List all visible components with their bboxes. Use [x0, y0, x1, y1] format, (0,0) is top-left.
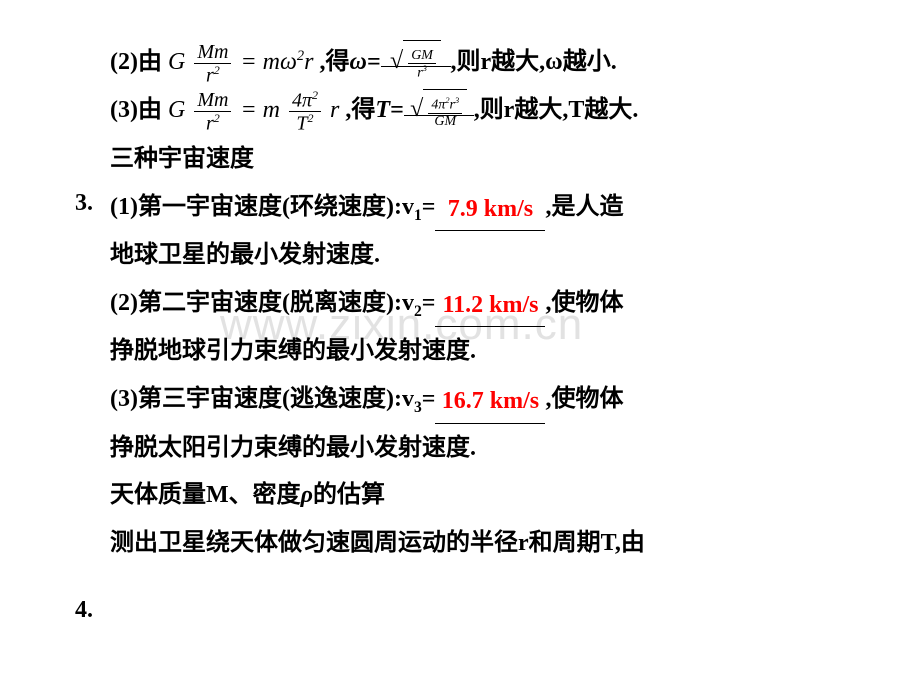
s3-i2-a: (2)第二宇宙速度(脱离速度):v [110, 290, 414, 316]
s3-i1-sub: 1 [414, 206, 422, 223]
l2-sqrt-bot-exp: 3 [423, 64, 427, 73]
l2-lhs-bot-exp: 2 [214, 63, 220, 77]
s3-item1-line2: 地球卫星的最小发射速度. [110, 233, 890, 279]
s3-i1-b: = [422, 194, 436, 220]
s3-item2-line1: (2)第二宇宙速度(脱离速度):v2=11.2 km/s ,使物体 [110, 281, 890, 328]
s3-i2-c: ,使物体 [545, 290, 623, 316]
l3-frac-rhs: 4π2 T2 [289, 89, 321, 135]
document-content: (2)由 G Mm r2 = mω2r ,得ω=√GMr3,则r越大,ω越小. … [110, 40, 890, 568]
s3-i2-b: = [422, 290, 436, 316]
line-2: (2)由 G Mm r2 = mω2r ,得ω=√GMr3,则r越大,ω越小. [110, 40, 890, 86]
s3-i2-blank: 11.2 km/s [435, 281, 545, 328]
section-3-number: 3. [75, 190, 93, 217]
l3-sqrt-frac: 4π2r3GM [428, 96, 462, 129]
l3-prefix: (3)由 [110, 97, 162, 123]
s3-i1-a: (1)第一宇宙速度(环绕速度):v [110, 194, 414, 220]
l3-rhs-top-pre: 4π [292, 89, 312, 111]
l3-sqrt: √4π2r3GM [410, 88, 467, 135]
l3-after-eq: ,得 [345, 97, 375, 123]
l2-G: G [168, 49, 185, 75]
l2-lhs-top: Mm [197, 41, 228, 63]
section-4-title: 天体质量M、密度ρ的估算 [110, 473, 890, 519]
l3-sqrt-top-exp2: 3 [455, 96, 459, 105]
s3-item3-line2: 挣脱太阳引力束缚的最小发射速度. [110, 426, 890, 472]
s3-item2-line2: 挣脱地球引力束缚的最小发射速度. [110, 329, 890, 375]
s3-item3-line1: (3)第三宇宙速度(逃逸速度):v3=16.7 km/s,使物体 [110, 377, 890, 424]
s4-title-c: 的估算 [313, 482, 385, 508]
l2-sqrt-frac: GMr3 [408, 48, 436, 81]
l3-tail: ,则r越大,T越大. [474, 97, 639, 123]
l2-frac-lhs: Mm r2 [194, 41, 231, 87]
l3-lhs-top: Mm [197, 89, 228, 111]
l3-T-eq: T= [375, 97, 403, 123]
s4-title-b: ρ [301, 482, 313, 508]
l3-lhs-bot-exp: 2 [214, 111, 220, 125]
l3-rhs-top-exp: 2 [312, 88, 318, 102]
l2-mid-text: = mω [240, 49, 296, 75]
l3-rhs-bot-base: T [296, 113, 307, 135]
l3-sqrt-top-pre: 4π [431, 98, 445, 113]
l3-frac-lhs: Mm r2 [194, 89, 231, 135]
s4-title-a: 天体质量M、密度 [110, 482, 301, 508]
l2-blank: √GMr3 [381, 40, 451, 67]
l2-prefix: (2)由 [110, 49, 162, 75]
l3-rhs-bot-exp: 2 [308, 111, 314, 125]
section-4-body: 测出卫星绕天体做匀速圆周运动的半径r和周期T,由 [110, 521, 890, 567]
l2-tail: ,则r越大,ω越小. [451, 49, 617, 75]
l2-after-eq: ,得 [319, 49, 349, 75]
s3-i2-sub: 2 [414, 303, 422, 320]
s3-i3-val: 16.7 km/s [442, 388, 539, 414]
l3-sqrt-bot: GM [428, 114, 462, 129]
l2-sqrt-top: GM [408, 48, 436, 64]
s3-i3-blank: 16.7 km/s [435, 377, 545, 424]
l3-mid-pre: = m [240, 97, 280, 123]
section-3-title: 三种宇宙速度 [110, 137, 890, 183]
l2-lhs-bot-base: r [206, 64, 214, 86]
s3-i1-blank: 7.9 km/s [435, 185, 545, 232]
s3-i2-val: 11.2 km/s [442, 292, 538, 318]
s3-i1-val: 7.9 km/s [448, 196, 533, 222]
s3-i3-b: = [422, 386, 436, 412]
s3-i3-c: ,使物体 [545, 386, 623, 412]
s3-i3-sub: 3 [414, 399, 422, 416]
l2-sqrt: √GMr3 [390, 40, 441, 87]
l3-G: G [168, 97, 185, 123]
l3-blank: √4π2r3GM [404, 88, 474, 115]
l2-mid-suffix: r [304, 49, 313, 75]
s3-i3-a: (3)第三宇宙速度(逃逸速度):v [110, 386, 414, 412]
l2-mid: = mω2r [240, 49, 313, 75]
line-3: (3)由 G Mm r2 = m 4π2 T2 r ,得T=√4π2r3GM,则… [110, 88, 890, 135]
s3-item1-line1: (1)第一宇宙速度(环绕速度):v1= 7.9 km/s ,是人造 [110, 185, 890, 232]
l3-lhs-bot-base: r [206, 113, 214, 135]
l3-rhs-suffix: r [330, 97, 339, 123]
section-4-number: 4. [75, 597, 93, 624]
l2-omega-eq: ω= [349, 49, 380, 75]
s3-i1-c: ,是人造 [545, 194, 623, 220]
